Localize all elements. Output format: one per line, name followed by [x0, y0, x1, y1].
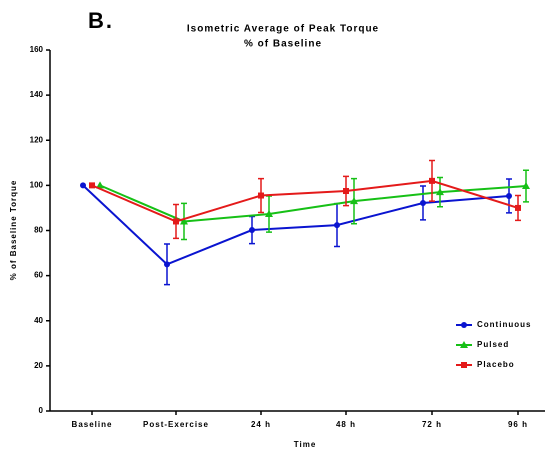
chart-subtitle: % of Baseline — [244, 39, 322, 50]
point — [80, 182, 86, 189]
point — [249, 227, 255, 234]
legend-label: Placebo — [477, 360, 515, 369]
point — [334, 222, 340, 229]
series-line — [91, 179, 519, 223]
point — [89, 182, 95, 189]
y-tick-label: 120 — [30, 135, 44, 144]
series-line — [99, 184, 527, 223]
point — [420, 199, 426, 206]
legend-label: Pulsed — [477, 340, 509, 349]
x-tick-label: 96 h — [508, 420, 528, 429]
point — [180, 217, 188, 225]
x-tick-label: Post-Exercise — [143, 420, 209, 429]
x-tick-label: Baseline — [72, 420, 113, 429]
x-tick-label: 72 h — [422, 420, 442, 429]
y-tick-label: 80 — [34, 226, 43, 235]
point — [164, 261, 170, 268]
point — [258, 192, 264, 199]
y-tick-label: 40 — [34, 316, 43, 325]
point — [343, 188, 349, 195]
y-tick-label: 0 — [39, 406, 44, 415]
legend-marker — [461, 362, 467, 368]
panel-label: B. — [88, 8, 114, 33]
y-tick-label: 100 — [30, 180, 44, 189]
point — [506, 192, 512, 199]
series-line — [82, 184, 510, 266]
chart-title: Isometric Average of Peak Torque — [187, 24, 379, 35]
x-axis-label: Time — [294, 440, 317, 449]
point — [522, 182, 530, 190]
y-tick-label: 140 — [30, 90, 44, 99]
legend-marker — [461, 322, 467, 328]
y-tick-label: 160 — [30, 45, 44, 54]
x-tick-label: 24 h — [251, 420, 271, 429]
point — [515, 204, 521, 211]
point — [436, 188, 444, 196]
y-axis-label: % of Baseline Torque — [9, 180, 18, 281]
point — [350, 197, 358, 205]
x-tick-label: 48 h — [336, 420, 356, 429]
point — [173, 218, 179, 225]
point — [96, 181, 104, 189]
point — [265, 210, 273, 218]
y-tick-label: 20 — [34, 361, 43, 370]
y-tick-label: 60 — [34, 271, 43, 280]
legend-marker — [460, 341, 468, 348]
legend-label: Continuous — [477, 320, 531, 329]
point — [429, 177, 435, 184]
